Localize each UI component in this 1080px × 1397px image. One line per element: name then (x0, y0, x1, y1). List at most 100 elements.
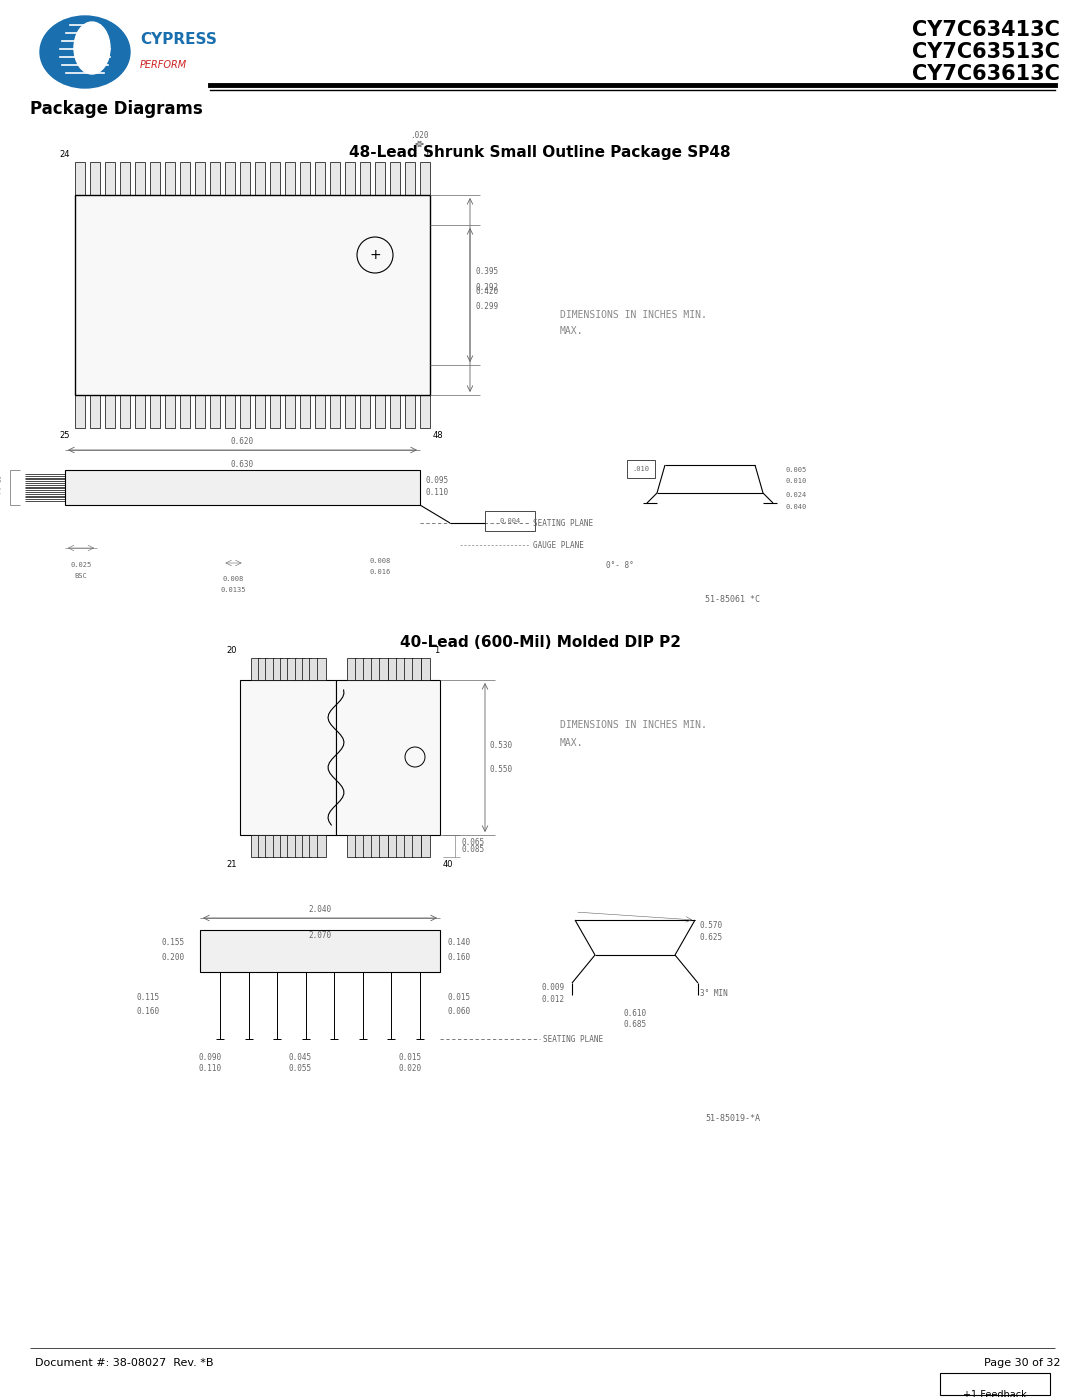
Text: 0.005: 0.005 (785, 467, 807, 474)
Bar (300, 162, 310, 196)
Text: 0.160: 0.160 (448, 953, 471, 961)
Bar (135, 162, 145, 196)
Text: 0.012: 0.012 (542, 995, 565, 1003)
Text: 0.155: 0.155 (162, 939, 185, 947)
Text: 0.040: 0.040 (785, 504, 807, 510)
Bar (287, 658, 296, 680)
Text: 0.088: 0.088 (0, 476, 1, 485)
Bar (315, 395, 325, 427)
Text: DIMENSIONS IN INCHES MIN.: DIMENSIONS IN INCHES MIN. (561, 310, 707, 320)
Bar (270, 162, 280, 196)
Bar (375, 395, 384, 427)
Text: 1: 1 (424, 149, 430, 159)
Text: 0.625: 0.625 (700, 933, 724, 942)
Bar (135, 395, 145, 427)
Text: 48-Lead Shrunk Small Outline Package SP48: 48-Lead Shrunk Small Outline Package SP4… (349, 145, 731, 161)
Bar (285, 162, 295, 196)
Text: 0.110: 0.110 (199, 1065, 221, 1073)
Text: 40-Lead (600-Mil) Molded DIP P2: 40-Lead (600-Mil) Molded DIP P2 (400, 636, 680, 650)
Text: Document #: 38-08027  Rev. *B: Document #: 38-08027 Rev. *B (35, 1358, 214, 1368)
Text: 0.020: 0.020 (399, 1065, 421, 1073)
Bar (287, 835, 296, 856)
Text: 0.060: 0.060 (448, 1007, 471, 1017)
Bar (315, 162, 325, 196)
Bar (420, 835, 430, 856)
Bar (330, 395, 340, 427)
Bar (150, 162, 160, 196)
Bar (165, 395, 175, 427)
Bar (195, 395, 205, 427)
Bar (360, 162, 370, 196)
Bar (379, 835, 389, 856)
Text: 25: 25 (59, 432, 70, 440)
Bar (405, 395, 415, 427)
Bar (251, 658, 259, 680)
Bar (225, 162, 235, 196)
Bar (372, 835, 380, 856)
Bar (379, 658, 389, 680)
Text: 0.015: 0.015 (448, 992, 471, 1002)
Bar (165, 162, 175, 196)
Ellipse shape (40, 15, 130, 88)
Text: 0.685: 0.685 (623, 1020, 647, 1030)
Text: 40: 40 (443, 861, 454, 869)
Text: 0.004: 0.004 (499, 518, 521, 524)
Text: 0.095: 0.095 (426, 476, 448, 485)
Bar (300, 395, 310, 427)
Text: .010: .010 (633, 467, 649, 472)
Bar (210, 395, 220, 427)
Bar (180, 162, 190, 196)
Bar (105, 162, 114, 196)
Text: 0.620: 0.620 (231, 437, 254, 446)
Bar (372, 658, 380, 680)
Bar (420, 162, 430, 196)
Text: 0.570: 0.570 (700, 921, 724, 929)
Bar (354, 658, 364, 680)
Text: 0.009: 0.009 (542, 983, 565, 992)
Bar (90, 162, 100, 196)
Text: 48: 48 (433, 432, 444, 440)
Text: 2.070: 2.070 (309, 930, 332, 940)
Text: Page 30 of 32: Page 30 of 32 (984, 1358, 1059, 1368)
Text: 2.040: 2.040 (309, 905, 332, 914)
Bar (404, 835, 413, 856)
Text: 20: 20 (227, 645, 237, 655)
Bar (225, 395, 235, 427)
Bar (301, 835, 311, 856)
Text: 0.025: 0.025 (70, 562, 92, 569)
Bar (270, 395, 280, 427)
Bar (345, 162, 355, 196)
Text: 0.008: 0.008 (369, 557, 391, 564)
Text: 0.055: 0.055 (288, 1065, 311, 1073)
Bar (363, 835, 372, 856)
FancyBboxPatch shape (940, 1373, 1050, 1396)
Text: 0.115: 0.115 (137, 992, 160, 1002)
Text: 3° MIN: 3° MIN (700, 989, 728, 997)
Bar (280, 658, 288, 680)
Bar (272, 658, 282, 680)
Text: 0.630: 0.630 (231, 460, 254, 469)
Bar (240, 162, 249, 196)
Bar (195, 162, 205, 196)
Bar (347, 658, 355, 680)
Bar (180, 395, 190, 427)
Text: 0.0135: 0.0135 (220, 587, 246, 592)
Text: 0.010: 0.010 (785, 478, 807, 483)
Text: 24: 24 (59, 149, 70, 159)
Bar (266, 835, 274, 856)
Bar (255, 395, 265, 427)
Text: CY7C63613C: CY7C63613C (913, 64, 1059, 84)
Bar (295, 835, 303, 856)
Bar (316, 658, 325, 680)
Bar (360, 395, 370, 427)
Text: .020: .020 (410, 131, 429, 140)
Bar (396, 835, 405, 856)
Bar (255, 162, 265, 196)
Text: PERFORM: PERFORM (140, 60, 187, 70)
Text: 0.092: 0.092 (0, 486, 1, 496)
Text: 0.015: 0.015 (399, 1053, 421, 1062)
Bar (210, 162, 220, 196)
Text: 1: 1 (434, 645, 440, 655)
Bar (120, 395, 130, 427)
Bar (75, 395, 85, 427)
